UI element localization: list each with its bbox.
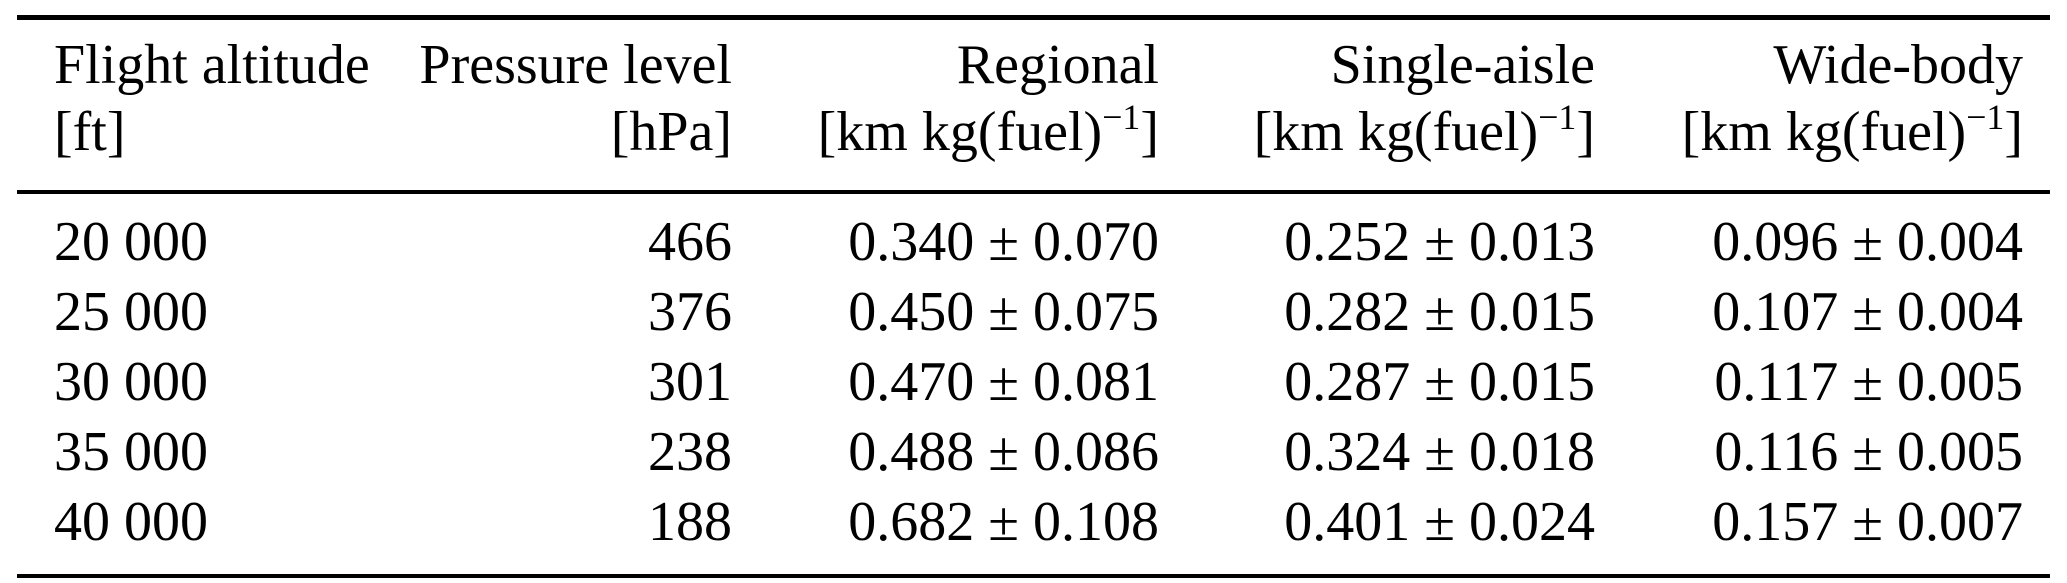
header-row: Flight altitude [ft] Pressure level [hPa… [17,18,2050,193]
cell-pressure-level: 466 [648,211,732,273]
cell-pressure-level: 376 [648,281,732,343]
header-cell-flight-altitude: Flight altitude [ft] [17,18,370,193]
header-label: Regional [956,34,1159,96]
table-row: 20 000 466 0.340 ± 0.070 0.252 ± 0.013 0… [17,192,2050,277]
cell-regional: 0.470 ± 0.081 [848,351,1159,413]
cell-regional: 0.682 ± 0.108 [848,491,1159,553]
cell-regional: 0.340 ± 0.070 [848,211,1159,273]
table-body: 20 000 466 0.340 ± 0.070 0.252 ± 0.013 0… [17,192,2050,576]
cell-regional: 0.488 ± 0.086 [848,421,1159,483]
unit-close-bracket: ] [2004,101,2023,163]
header-cell-regional: Regional [km kg(fuel)−1] [733,18,1160,193]
fuel-efficiency-table: Flight altitude [ft] Pressure level [hPa… [17,15,2050,578]
header-label: Wide-body [1773,34,2023,96]
header-unit: [km kg(fuel)−1] [734,99,1159,166]
unit-text: [hPa] [610,101,732,163]
cell-single-aisle: 0.252 ± 0.013 [1284,211,1595,273]
header-label: Pressure level [419,34,732,96]
unit-text: [km kg(fuel) [1253,101,1539,163]
header-unit: [ft] [54,99,356,166]
header-label: Single-aisle [1330,34,1595,96]
cell-pressure-level: 238 [648,421,732,483]
cell-wide-body: 0.096 ± 0.004 [1712,211,2023,273]
unit-close-bracket: ] [1140,101,1159,163]
cell-flight-altitude: 40 000 [54,491,208,553]
table-row: 40 000 188 0.682 ± 0.108 0.401 ± 0.024 0… [17,487,2050,576]
cell-pressure-level: 301 [648,351,732,413]
cell-flight-altitude: 30 000 [54,351,208,413]
header-cell-single-aisle: Single-aisle [km kg(fuel)−1] [1160,18,1596,193]
cell-single-aisle: 0.324 ± 0.018 [1284,421,1595,483]
cell-regional: 0.450 ± 0.075 [848,281,1159,343]
cell-wide-body: 0.107 ± 0.004 [1712,281,2023,343]
cell-wide-body: 0.116 ± 0.005 [1714,421,2023,483]
header-unit: [km kg(fuel)−1] [1597,99,2023,166]
table-row: 25 000 376 0.450 ± 0.075 0.282 ± 0.015 0… [17,277,2050,347]
paper-table-container: Flight altitude [ft] Pressure level [hPa… [17,15,2050,578]
unit-text: [ft] [54,101,126,163]
cell-single-aisle: 0.401 ± 0.024 [1284,491,1595,553]
cell-wide-body: 0.117 ± 0.005 [1714,351,2023,413]
header-cell-wide-body: Wide-body [km kg(fuel)−1] [1596,18,2050,193]
header-label: Flight altitude [54,34,370,96]
unit-superscript: −1 [1966,96,2005,137]
unit-superscript: −1 [1538,96,1577,137]
unit-text: [km kg(fuel) [1681,101,1967,163]
cell-flight-altitude: 20 000 [54,211,208,273]
table-header: Flight altitude [ft] Pressure level [hPa… [17,18,2050,193]
cell-wide-body: 0.157 ± 0.007 [1712,491,2023,553]
cell-flight-altitude: 25 000 [54,281,208,343]
header-unit: [hPa] [358,99,732,166]
header-cell-pressure-level: Pressure level [hPa] [357,18,733,193]
cell-single-aisle: 0.287 ± 0.015 [1284,351,1595,413]
table-row: 30 000 301 0.470 ± 0.081 0.287 ± 0.015 0… [17,347,2050,417]
unit-text: [km kg(fuel) [817,101,1103,163]
header-unit: [km kg(fuel)−1] [1161,99,1595,166]
unit-superscript: −1 [1102,96,1141,137]
table-row: 35 000 238 0.488 ± 0.086 0.324 ± 0.018 0… [17,417,2050,487]
cell-pressure-level: 188 [648,491,732,553]
unit-close-bracket: ] [1576,101,1595,163]
cell-single-aisle: 0.282 ± 0.015 [1284,281,1595,343]
cell-flight-altitude: 35 000 [54,421,208,483]
